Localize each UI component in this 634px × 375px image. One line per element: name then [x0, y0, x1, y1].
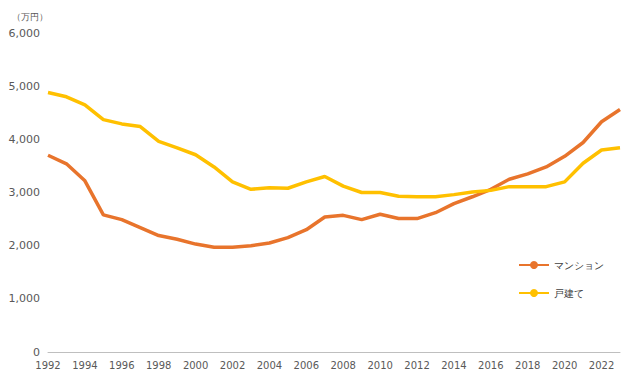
- svg-text:2002: 2002: [220, 360, 245, 371]
- svg-text:戸建て: 戸建て: [554, 288, 584, 299]
- svg-text:2014: 2014: [441, 360, 466, 371]
- svg-text:2018: 2018: [515, 360, 540, 371]
- svg-text:1996: 1996: [109, 360, 134, 371]
- svg-text:（万円）: （万円）: [12, 12, 48, 22]
- svg-text:2016: 2016: [478, 360, 503, 371]
- svg-text:2000: 2000: [183, 360, 208, 371]
- svg-text:2,000: 2,000: [9, 239, 41, 252]
- svg-text:2006: 2006: [294, 360, 319, 371]
- svg-text:0: 0: [33, 346, 40, 359]
- svg-text:2008: 2008: [330, 360, 355, 371]
- svg-text:3,000: 3,000: [9, 186, 41, 199]
- svg-text:2012: 2012: [404, 360, 429, 371]
- svg-text:1,000: 1,000: [9, 292, 41, 305]
- svg-text:5,000: 5,000: [9, 80, 41, 93]
- svg-text:2022: 2022: [589, 360, 614, 371]
- svg-text:マンション: マンション: [554, 260, 604, 271]
- svg-text:4,000: 4,000: [9, 133, 41, 146]
- svg-text:1992: 1992: [35, 360, 60, 371]
- svg-text:1998: 1998: [146, 360, 171, 371]
- svg-text:2010: 2010: [367, 360, 392, 371]
- svg-text:2004: 2004: [257, 360, 282, 371]
- svg-text:6,000: 6,000: [9, 27, 41, 40]
- svg-text:2020: 2020: [552, 360, 577, 371]
- svg-text:1994: 1994: [72, 360, 97, 371]
